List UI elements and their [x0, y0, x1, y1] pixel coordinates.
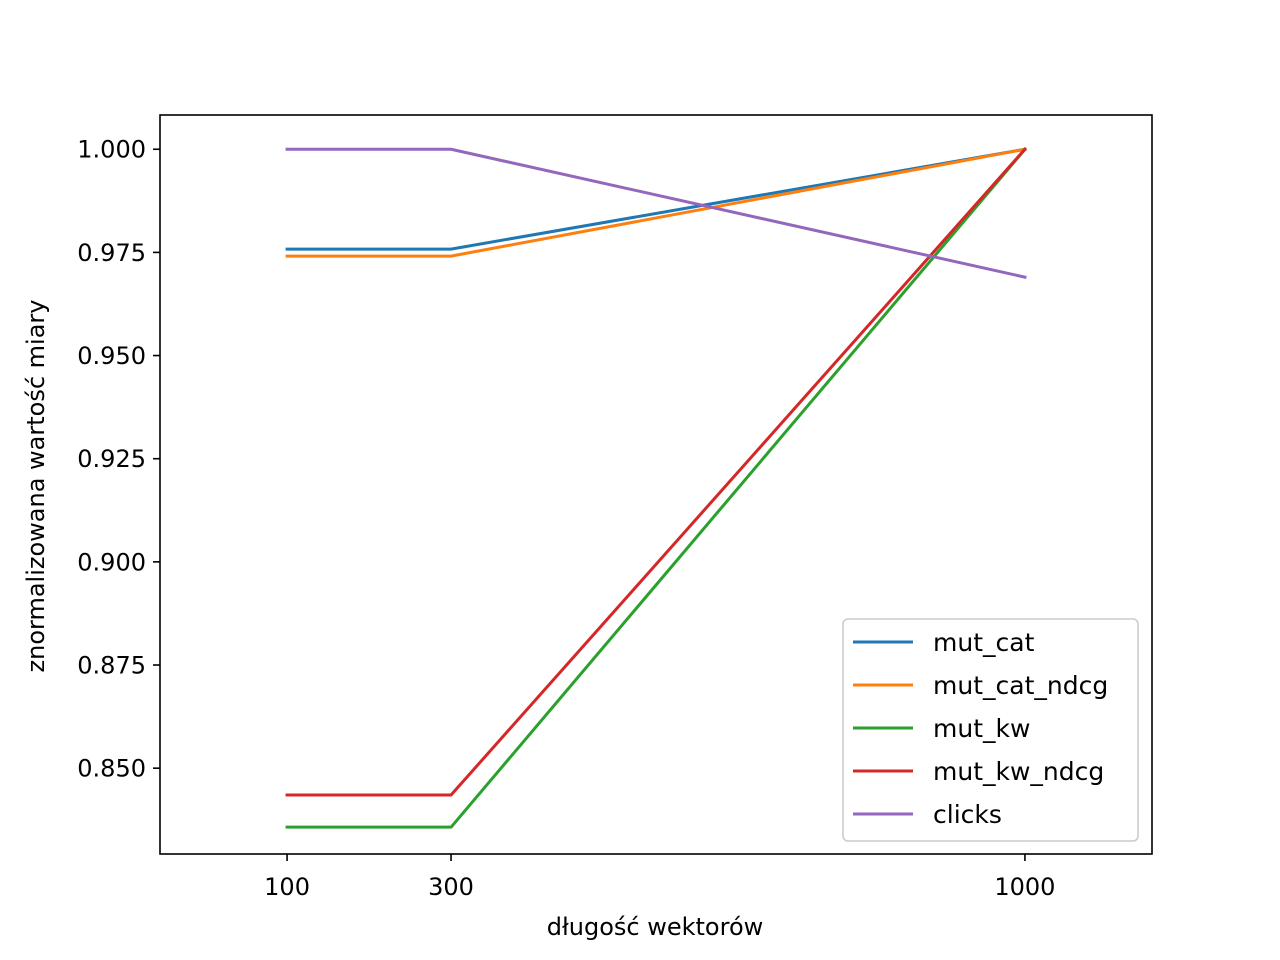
- legend-label-mut-kw-ndcg: mut_kw_ndcg: [933, 757, 1104, 786]
- legend-label-mut-cat: mut_cat: [933, 628, 1035, 657]
- legend-label-clicks: clicks: [933, 800, 1002, 829]
- y-tick-label: 0.925: [77, 445, 146, 473]
- x-tick-label: 1000: [994, 873, 1055, 901]
- legend: mut_cat mut_cat_ndcg mut_kw mut_kw_ndcgclic…: [842, 618, 1139, 842]
- y-tick-label: 0.875: [77, 652, 146, 680]
- series-line-mut-cat-ndcg: [285, 147, 1027, 258]
- legend-label-mut-kw: mut_kw: [933, 714, 1030, 743]
- y-tick-label: 0.900: [77, 548, 146, 576]
- legend-box: [842, 618, 1139, 842]
- legend-label-mut-cat-ndcg: mut_cat_ndcg: [933, 671, 1108, 700]
- y-tick-label: 0.950: [77, 342, 146, 370]
- series-line-mut-kw-ndcg: [285, 147, 1028, 797]
- y-axis-label: znormalizowana wartość miary: [22, 300, 50, 673]
- y-tick-label: 1.000: [77, 136, 146, 164]
- plot-frame: [159, 114, 1153, 855]
- x-tick-label: 100: [264, 873, 310, 901]
- x-axis-label: długość wektorów: [547, 913, 764, 941]
- y-axis: 0.850 0.875 0.900 0.925 0.950 0.975 1.000: [77, 136, 160, 783]
- x-axis: 100 300 1000: [264, 854, 1055, 901]
- series-line-clicks: [285, 147, 1027, 279]
- series-line-mut-cat: [285, 147, 1027, 251]
- series-line-mut-kw: [285, 147, 1028, 829]
- y-tick-label: 0.975: [77, 239, 146, 267]
- y-tick-label: 0.850: [77, 755, 146, 783]
- x-tick-label: 300: [428, 873, 474, 901]
- series-layer: [285, 147, 1028, 829]
